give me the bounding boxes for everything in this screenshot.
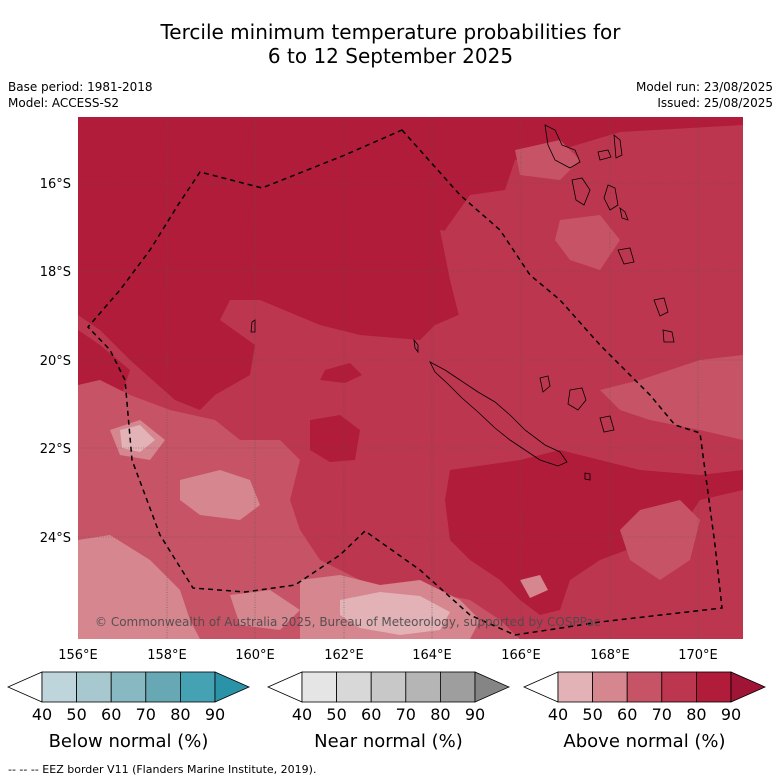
issued-date: Issued: 25/08/2025 xyxy=(657,96,773,110)
above-normal-segment-5 xyxy=(696,671,732,703)
below-normal-low-extend xyxy=(7,671,43,703)
new-caledonia-island xyxy=(429,361,568,467)
colorbars: 40 50 60 70 80 90 Below normal (%) 40 50 60 70 80 90… xyxy=(7,671,766,752)
loyalty-islands xyxy=(539,375,615,433)
longitude-labels: 156°E 158°E 160°E 162°E 164°E 166°E 168°… xyxy=(58,648,718,663)
below-normal-segment-5 xyxy=(179,671,216,703)
region-above-50 xyxy=(120,425,450,635)
probability-field xyxy=(78,117,743,639)
map-title: Tercile minimum temperature probabilitie… xyxy=(0,20,781,68)
model-name: Model: ACCESS-S2 xyxy=(8,96,120,110)
below-normal-segment-4 xyxy=(145,671,181,703)
lon-label-168e: 168°E xyxy=(590,648,630,663)
above-normal-label: Above normal (%) xyxy=(563,731,725,752)
below-normal-tick-80: 80 xyxy=(170,705,190,724)
near-normal-tick-60: 60 xyxy=(361,705,381,724)
lon-label-162e: 162°E xyxy=(324,648,364,663)
below-normal-tick-60: 60 xyxy=(101,705,121,724)
eez-footnote: -- -- -- EEZ border V11 (Flanders Marine… xyxy=(8,763,317,776)
below-normal-tick-50: 50 xyxy=(66,705,86,724)
title-line-2: 6 to 12 September 2025 xyxy=(267,44,514,68)
region-above-90 xyxy=(78,117,743,615)
below-normal-segment-1 xyxy=(41,671,77,703)
above-normal-segment-2 xyxy=(592,671,628,703)
above-normal-segment-1 xyxy=(557,671,593,703)
near-normal-segment-5 xyxy=(439,671,476,703)
near-normal-segment-1 xyxy=(301,671,337,703)
above-normal-tick-50: 50 xyxy=(582,705,602,724)
near-normal-tick-80: 80 xyxy=(430,705,450,724)
eez-border xyxy=(86,129,723,636)
above-normal-tick-60: 60 xyxy=(617,705,637,724)
base-period: Base period: 1981-2018 xyxy=(8,80,153,94)
above-normal-high-extend xyxy=(730,671,766,703)
near-normal-low-extend xyxy=(267,671,303,703)
above-normal-tick-70: 70 xyxy=(652,705,672,724)
below-normal-tick-90: 90 xyxy=(205,705,225,724)
copyright-text: © Commonwealth of Australia 2025, Bureau… xyxy=(95,615,600,629)
lon-label-160e: 160°E xyxy=(235,648,275,663)
near-normal-label: Near normal (%) xyxy=(314,731,463,752)
above-normal-tick-90: 90 xyxy=(721,705,741,724)
lon-label-166e: 166°E xyxy=(501,648,541,663)
below-normal-colorbar: 40 50 60 70 80 90 Below normal (%) xyxy=(7,671,250,752)
near-normal-tick-50: 50 xyxy=(326,705,346,724)
near-normal-tick-90: 90 xyxy=(465,705,485,724)
above-normal-tick-80: 80 xyxy=(686,705,706,724)
below-normal-tick-70: 70 xyxy=(136,705,156,724)
below-normal-segment-2 xyxy=(76,671,112,703)
below-normal-segment-3 xyxy=(110,671,147,703)
lat-label-24s: 24°S xyxy=(40,531,71,546)
lat-label-22s: 22°S xyxy=(40,442,71,457)
above-normal-segment-3 xyxy=(626,671,663,703)
lon-label-156e: 156°E xyxy=(58,648,98,663)
lon-label-158e: 158°E xyxy=(147,648,187,663)
vanuatu-islands xyxy=(544,124,675,343)
below-normal-high-extend xyxy=(214,671,250,703)
coastlines xyxy=(250,124,675,481)
lat-label-16s: 16°S xyxy=(40,177,71,192)
meta-right: Model run: 23/08/2025 Issued: 25/08/2025 xyxy=(636,79,773,111)
meta-left: Base period: 1981-2018 Model: ACCESS-S2 xyxy=(8,79,153,111)
above-normal-colorbar: 40 50 60 70 80 90 Above normal (%) xyxy=(523,671,766,752)
below-normal-label: Below normal (%) xyxy=(49,731,209,752)
title-line-1: Tercile minimum temperature probabilitie… xyxy=(160,20,621,44)
lon-label-170e: 170°E xyxy=(678,648,718,663)
small-islands xyxy=(250,319,591,481)
near-normal-segment-2 xyxy=(336,671,372,703)
near-normal-segment-3 xyxy=(370,671,407,703)
below-normal-tick-40: 40 xyxy=(32,705,52,724)
lon-label-164e: 164°E xyxy=(412,648,452,663)
region-above-80-east xyxy=(440,230,540,340)
near-normal-tick-70: 70 xyxy=(396,705,416,724)
near-normal-segment-4 xyxy=(405,671,441,703)
latitude-labels: 16°S 18°S 20°S 22°S 24°S xyxy=(40,177,71,546)
above-normal-segment-4 xyxy=(661,671,697,703)
lat-label-20s: 20°S xyxy=(40,354,71,369)
near-normal-high-extend xyxy=(474,671,510,703)
model-run: Model run: 23/08/2025 xyxy=(635,80,773,94)
above-normal-low-extend xyxy=(523,671,559,703)
lat-label-18s: 18°S xyxy=(40,265,71,280)
near-normal-tick-40: 40 xyxy=(292,705,312,724)
above-normal-tick-40: 40 xyxy=(548,705,568,724)
